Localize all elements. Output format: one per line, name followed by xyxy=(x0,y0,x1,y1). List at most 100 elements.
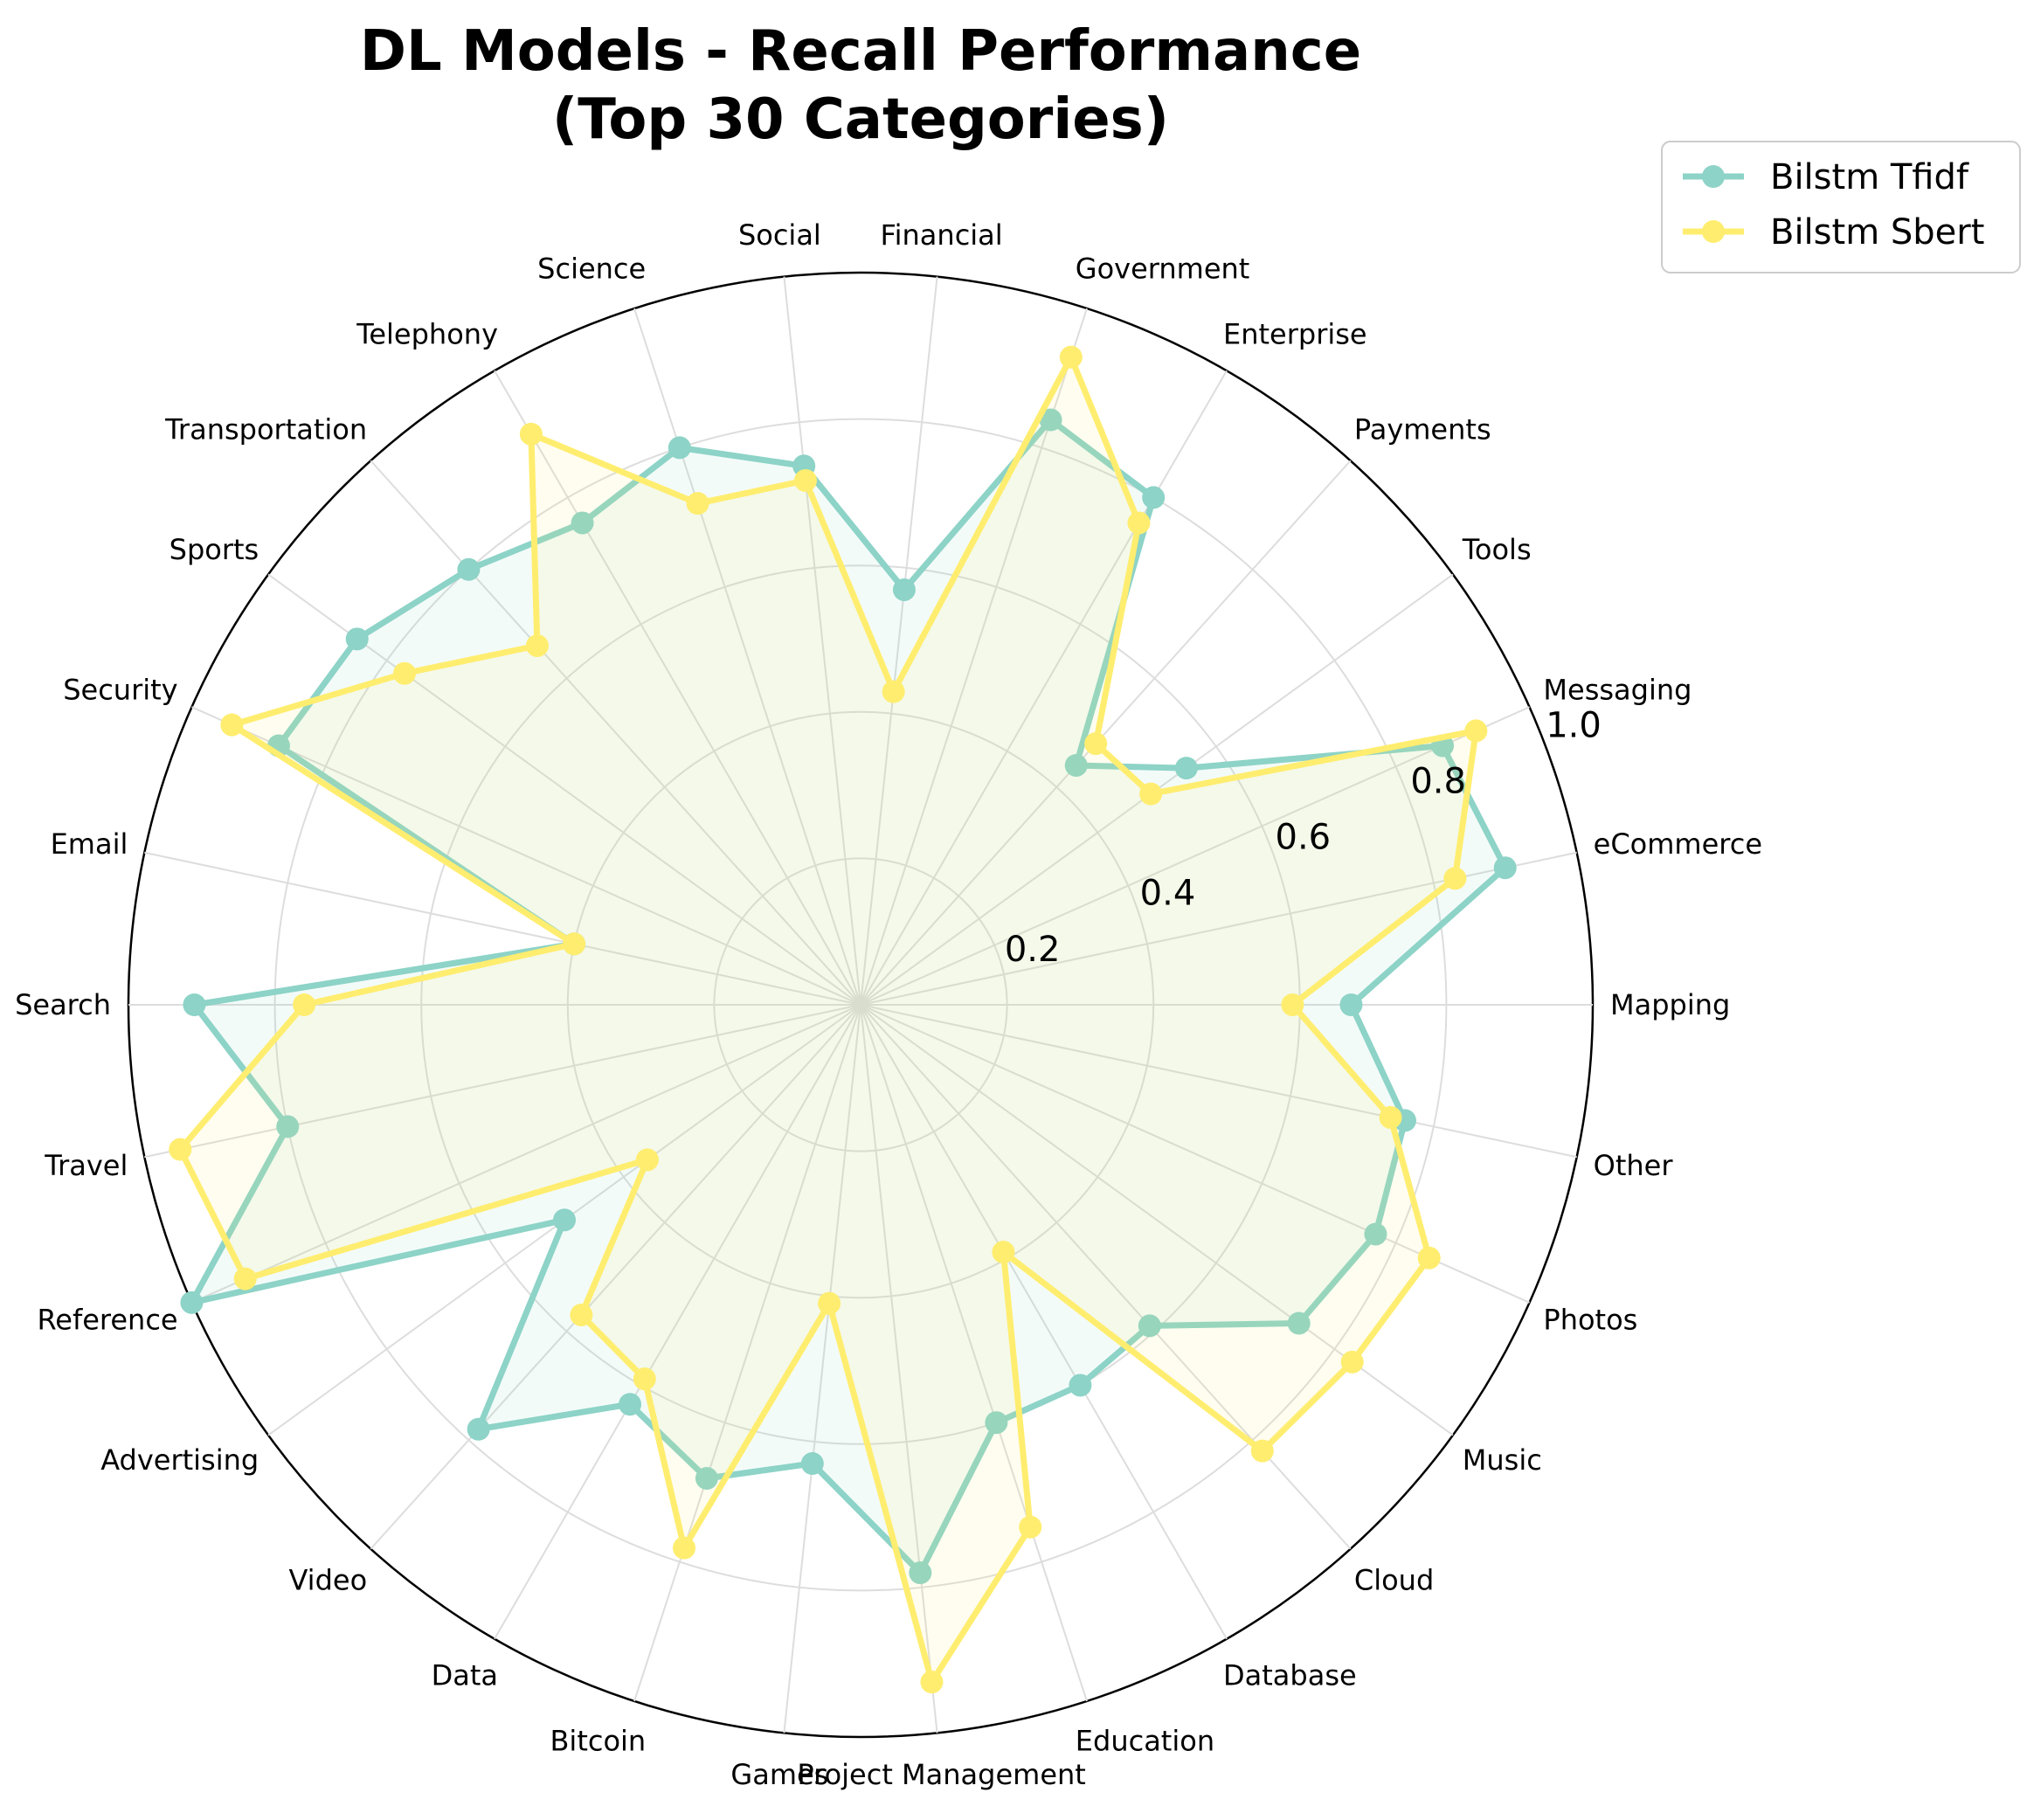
radar-spoke xyxy=(191,706,861,1006)
radar-spoke xyxy=(267,573,861,1006)
radar-spoke xyxy=(633,308,861,1006)
radar-spoke xyxy=(494,1004,861,1640)
series-2-point xyxy=(686,492,709,516)
series-2-point xyxy=(293,993,316,1016)
radar-spoke xyxy=(144,1004,861,1159)
radial-tick-label: 0.8 xyxy=(1410,761,1466,801)
series-2-point xyxy=(793,468,817,492)
series-1-point xyxy=(668,436,691,460)
radar-spoke xyxy=(860,706,1530,1006)
category-label: Government xyxy=(1076,252,1250,285)
category-label: Photos xyxy=(1543,1303,1637,1336)
category-label: Education xyxy=(1076,1725,1214,1758)
radial-tick-label: 0.6 xyxy=(1276,818,1332,858)
radar-spoke xyxy=(860,460,1352,1006)
series-1-point xyxy=(985,1411,1008,1435)
category-label: Database xyxy=(1223,1658,1357,1692)
radial-tick-label: 1.0 xyxy=(1546,705,1602,745)
radar-spoke xyxy=(860,370,1228,1006)
radar-spoke xyxy=(633,1004,861,1702)
series-1-point xyxy=(571,511,594,535)
category-label: Advertising xyxy=(100,1443,259,1477)
category-label: Financial xyxy=(881,218,1003,252)
series-2-point xyxy=(1059,345,1083,369)
category-label: Video xyxy=(288,1563,367,1596)
series-2-point xyxy=(1281,993,1304,1016)
series-1-point xyxy=(800,1452,824,1476)
radar-spoke xyxy=(494,370,861,1006)
series-2-point xyxy=(1417,1246,1441,1270)
series-1-point xyxy=(183,993,206,1016)
series-1-point xyxy=(695,1466,718,1490)
category-label: Search xyxy=(15,988,111,1021)
series-2-point xyxy=(673,1536,696,1560)
radar-spoke xyxy=(370,460,861,1006)
series-2-point xyxy=(1084,732,1108,756)
category-label: Sports xyxy=(170,533,259,566)
series-fill-1 xyxy=(191,419,1505,1574)
radar-spoke xyxy=(144,851,861,1006)
radar-spoke xyxy=(370,1004,861,1550)
category-label: Security xyxy=(63,674,177,707)
series-1-point xyxy=(909,1561,932,1585)
category-label: Science xyxy=(537,252,646,285)
series-2-point xyxy=(220,713,244,737)
series-2-point xyxy=(1139,782,1163,806)
series-2-point xyxy=(882,680,905,703)
category-label: Transportation xyxy=(164,413,367,446)
radar-spoke xyxy=(783,276,861,1006)
category-label: Messaging xyxy=(1543,674,1692,707)
series-1-point xyxy=(1064,753,1088,777)
category-label: Email xyxy=(51,827,128,861)
radial-tick-label: 0.2 xyxy=(1005,930,1061,970)
series-2-point xyxy=(1127,511,1151,535)
series-1-point xyxy=(1364,1222,1387,1246)
category-label: eCommerce xyxy=(1594,827,1762,861)
series-2-point xyxy=(992,1241,1015,1264)
legend-label-series-1: Bilstm Tfidf xyxy=(1770,157,1969,197)
series-2-point xyxy=(563,932,586,956)
category-label: Cloud xyxy=(1354,1563,1434,1596)
category-label: Bitcoin xyxy=(550,1725,646,1758)
category-label: Enterprise xyxy=(1223,318,1367,351)
series-1-point xyxy=(553,1208,577,1232)
series-1-point xyxy=(892,578,916,601)
chart-title-line-1: DL Models - Recall Performance xyxy=(360,19,1361,84)
radar-spoke xyxy=(860,1004,1088,1702)
series-2-point xyxy=(519,422,543,446)
series-1-point xyxy=(457,557,481,581)
series-1-point xyxy=(1142,486,1166,509)
chart-title-line-2: (Top 30 Categories) xyxy=(552,87,1169,152)
series-2-point xyxy=(1250,1439,1274,1463)
radial-tick-label: 0.4 xyxy=(1140,874,1196,914)
series-2-point xyxy=(392,661,416,685)
series-2-point xyxy=(233,1267,257,1291)
series-1-point xyxy=(619,1393,642,1416)
series-2-point xyxy=(1019,1515,1042,1539)
category-label: Social xyxy=(738,218,821,252)
series-1-point xyxy=(1493,856,1517,880)
series-2-point xyxy=(818,1291,841,1315)
series-1-point xyxy=(345,627,369,651)
category-label: Reference xyxy=(37,1303,177,1336)
series-1-point xyxy=(467,1417,490,1441)
category-label: Mapping xyxy=(1610,988,1730,1021)
category-label: Other xyxy=(1594,1149,1674,1182)
series-1-point xyxy=(1138,1314,1161,1338)
series-1-point xyxy=(276,1115,300,1138)
series-1-point xyxy=(180,1291,204,1314)
radar-spoke xyxy=(191,1004,861,1304)
series-1-point xyxy=(1039,408,1062,432)
series-1-point xyxy=(1069,1374,1092,1397)
legend: Bilstm Tfidf Bilstm Sbert xyxy=(1661,141,2021,273)
series-fill-2 xyxy=(180,356,1477,1683)
legend-frame xyxy=(1661,141,2021,273)
series-2-point xyxy=(1340,1350,1364,1374)
radar-spoke xyxy=(860,1004,1228,1640)
category-label: Travel xyxy=(44,1149,128,1182)
category-labels: Mapping eCommerce Messaging Tools Payments En… xyxy=(15,218,1762,1791)
series-2-point xyxy=(169,1138,192,1161)
legend-marker-series-1 xyxy=(1702,165,1725,188)
category-label: Music xyxy=(1463,1443,1542,1477)
